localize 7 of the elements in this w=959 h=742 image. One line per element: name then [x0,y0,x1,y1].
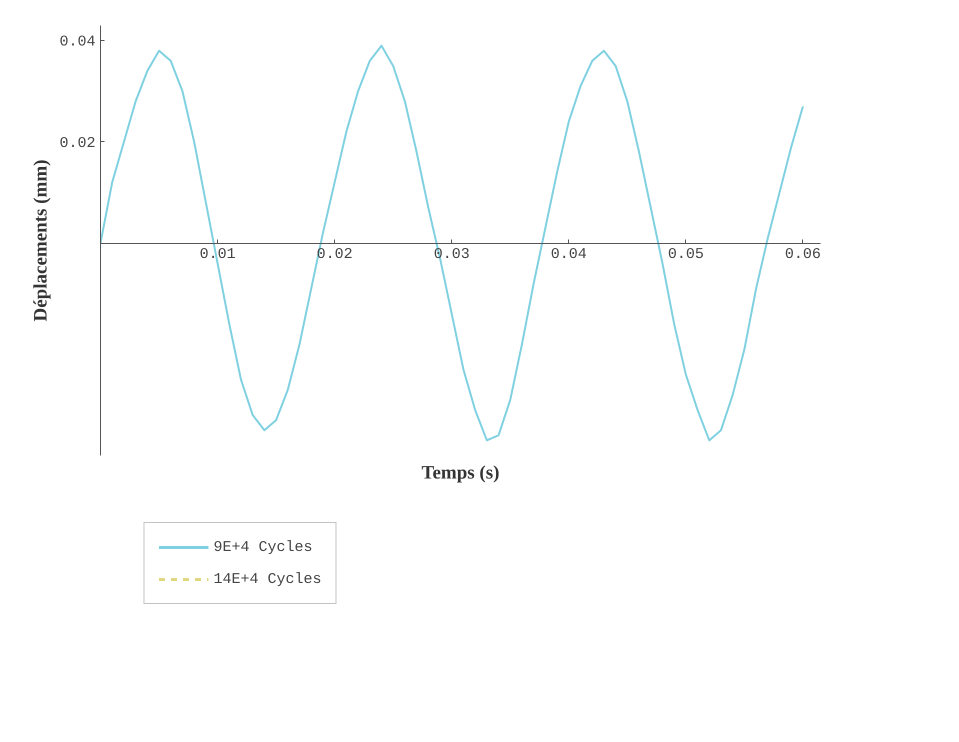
legend-label: 14E+4 Cycles [213,570,322,588]
x-tick-label: 0.05 [668,246,704,264]
x-tick-label: 0.04 [550,246,587,264]
x-tick-label: 0.06 [784,246,821,264]
x-axis-title: Temps (s) [422,462,500,484]
legend-label: 9E+4 Cycles [213,538,313,556]
y-axis-title: Déplacements (mm) [30,160,52,322]
